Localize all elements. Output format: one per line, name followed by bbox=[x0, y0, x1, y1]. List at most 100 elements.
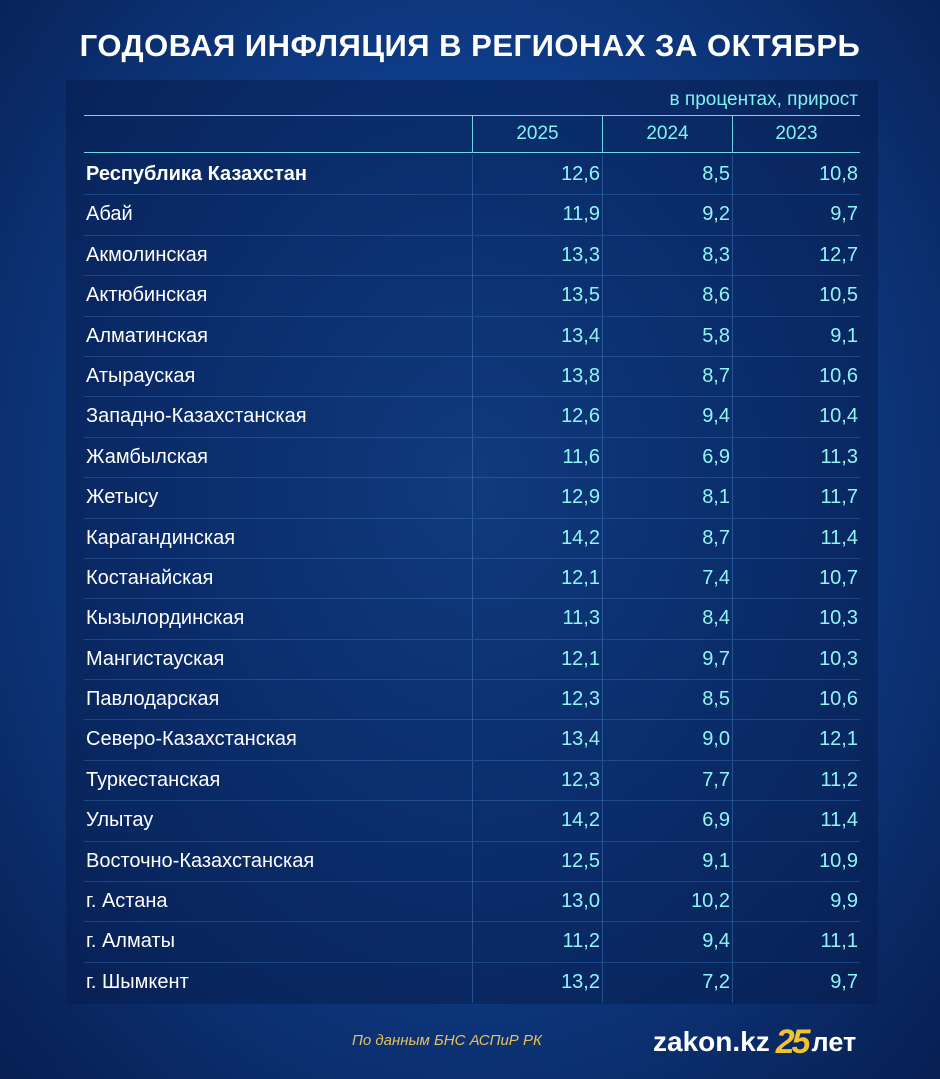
value-2024: 8,4 bbox=[602, 599, 732, 640]
table-row: Туркестанская 12,3 7,7 11,2 bbox=[84, 760, 860, 802]
value-2023: 10,4 bbox=[732, 397, 860, 438]
column-header-2023: 2023 bbox=[732, 116, 860, 152]
table-row: Улытау 14,2 6,9 11,4 bbox=[84, 801, 860, 842]
table-row: Акмолинская 13,3 8,3 12,7 bbox=[84, 235, 860, 277]
region-name: Алматинская bbox=[86, 324, 208, 347]
value-2024: 8,5 bbox=[602, 680, 732, 721]
table-row: Жамбылская 11,6 6,9 11,3 bbox=[84, 437, 860, 479]
value-2024: 8,7 bbox=[602, 356, 732, 397]
value-2024: 9,1 bbox=[602, 841, 732, 882]
table-row: Атырауская 13,8 8,7 10,6 bbox=[84, 356, 860, 398]
logo-years: 25 bbox=[775, 1022, 811, 1061]
logo-word: лет bbox=[811, 1026, 857, 1057]
value-2023: 12,7 bbox=[732, 235, 860, 276]
table-row: Павлодарская 12,3 8,5 10,6 bbox=[84, 680, 860, 721]
value-2023: 10,7 bbox=[732, 558, 860, 599]
region-name: Актюбинская bbox=[86, 284, 208, 307]
value-2024: 9,4 bbox=[602, 397, 732, 438]
value-2025: 13,4 bbox=[472, 316, 602, 357]
value-2025: 12,6 bbox=[472, 155, 602, 195]
value-2024: 5,8 bbox=[602, 316, 732, 357]
value-2023: 11,2 bbox=[732, 760, 860, 801]
value-2025: 14,2 bbox=[472, 518, 602, 559]
table-row: Алматинская 13,4 5,8 9,1 bbox=[84, 316, 860, 357]
value-2023: 9,1 bbox=[732, 316, 860, 357]
value-2024: 9,4 bbox=[602, 922, 732, 963]
value-2023: 10,6 bbox=[732, 356, 860, 397]
region-name: Туркестанская bbox=[86, 768, 221, 791]
region-name: Абай bbox=[86, 203, 133, 226]
value-2024: 8,7 bbox=[602, 518, 732, 559]
value-2024: 9,7 bbox=[602, 639, 732, 680]
region-name: Восточно-Казахстанская bbox=[86, 849, 315, 872]
table-header: 2025 2024 2023 bbox=[84, 115, 860, 153]
value-2025: 11,9 bbox=[472, 195, 602, 236]
value-2024: 8,3 bbox=[602, 235, 732, 276]
region-name: Мангистауская bbox=[86, 647, 225, 670]
table-row: г. Шымкент 13,2 7,2 9,7 bbox=[84, 962, 860, 1003]
value-2024: 6,9 bbox=[602, 437, 732, 478]
value-2025: 14,2 bbox=[472, 801, 602, 842]
region-name: Улытау bbox=[86, 809, 154, 832]
value-2023: 10,5 bbox=[732, 276, 860, 317]
region-name: Жетысу bbox=[86, 486, 159, 509]
value-2023: 9,9 bbox=[732, 882, 860, 923]
value-2024: 8,1 bbox=[602, 478, 732, 519]
value-2025: 13,4 bbox=[472, 720, 602, 761]
value-2025: 13,2 bbox=[472, 962, 602, 1003]
value-2023: 11,4 bbox=[732, 801, 860, 842]
column-header-2025: 2025 bbox=[472, 116, 602, 152]
value-2025: 13,5 bbox=[472, 276, 602, 317]
logo-site-name: zakon.kz bbox=[653, 1026, 770, 1057]
table-row: Северо-Казахстанская 13,4 9,0 12,1 bbox=[84, 720, 860, 761]
table-row: г. Алматы 11,2 9,4 11,1 bbox=[84, 922, 860, 963]
value-2023: 11,7 bbox=[732, 478, 860, 519]
region-name: Жамбылская bbox=[86, 445, 208, 468]
table-row: Кызылординская 11,3 8,4 10,3 bbox=[84, 599, 860, 640]
region-name: Западно-Казахстанская bbox=[86, 405, 307, 428]
value-2025: 12,1 bbox=[472, 639, 602, 680]
value-2024: 8,6 bbox=[602, 276, 732, 317]
table-row: Восточно-Казахстанская 12,5 9,1 10,9 bbox=[84, 841, 860, 883]
region-name: г. Алматы bbox=[86, 930, 175, 953]
table-row: Карагандинская 14,2 8,7 11,4 bbox=[84, 518, 860, 559]
value-2025: 12,6 bbox=[472, 397, 602, 438]
value-2025: 11,2 bbox=[472, 922, 602, 963]
value-2023: 11,3 bbox=[732, 437, 860, 478]
value-2025: 11,6 bbox=[472, 437, 602, 478]
region-name: Карагандинская bbox=[86, 526, 236, 549]
value-2024: 6,9 bbox=[602, 801, 732, 842]
value-2023: 9,7 bbox=[732, 195, 860, 236]
value-2025: 13,0 bbox=[472, 882, 602, 923]
value-2023: 11,4 bbox=[732, 518, 860, 559]
value-2023: 10,6 bbox=[732, 680, 860, 721]
table-body: Республика Казахстан 12,6 8,5 10,8 Абай 11,9 9… bbox=[84, 155, 860, 1003]
region-name: Кызылординская bbox=[86, 607, 245, 630]
value-2024: 8,5 bbox=[602, 155, 732, 195]
table-row: г. Астана 13,0 10,2 9,9 bbox=[84, 882, 860, 923]
table-row: Республика Казахстан 12,6 8,5 10,8 bbox=[84, 155, 860, 196]
region-name: Костанайская bbox=[86, 566, 214, 589]
source-note: По данным БНС АСПиР РК bbox=[352, 1032, 542, 1049]
value-2024: 7,2 bbox=[602, 962, 732, 1003]
zakon-logo: zakon.kz 25 лет bbox=[653, 1020, 856, 1064]
value-2023: 10,3 bbox=[732, 599, 860, 640]
region-name: Акмолинская bbox=[86, 243, 208, 266]
unit-note: в процентах, прирост bbox=[669, 89, 858, 110]
value-2025: 13,3 bbox=[472, 235, 602, 276]
region-name: Павлодарская bbox=[86, 688, 220, 711]
region-name: г. Шымкент bbox=[86, 970, 189, 993]
region-name: Атырауская bbox=[86, 364, 196, 387]
table-row: Абай 11,9 9,2 9,7 bbox=[84, 195, 860, 236]
value-2023: 10,9 bbox=[732, 841, 860, 882]
table-row: Костанайская 12,1 7,4 10,7 bbox=[84, 558, 860, 600]
value-2024: 7,7 bbox=[602, 760, 732, 801]
value-2023: 9,7 bbox=[732, 962, 860, 1003]
region-name: Северо-Казахстанская bbox=[86, 728, 297, 751]
value-2025: 12,3 bbox=[472, 680, 602, 721]
page-title: ГОДОВАЯ ИНФЛЯЦИЯ В РЕГИОНАХ ЗА ОКТЯБРЬ bbox=[79, 28, 861, 63]
value-2024: 7,4 bbox=[602, 558, 732, 599]
value-2023: 10,8 bbox=[732, 155, 860, 195]
value-2024: 9,2 bbox=[602, 195, 732, 236]
value-2023: 10,3 bbox=[732, 639, 860, 680]
